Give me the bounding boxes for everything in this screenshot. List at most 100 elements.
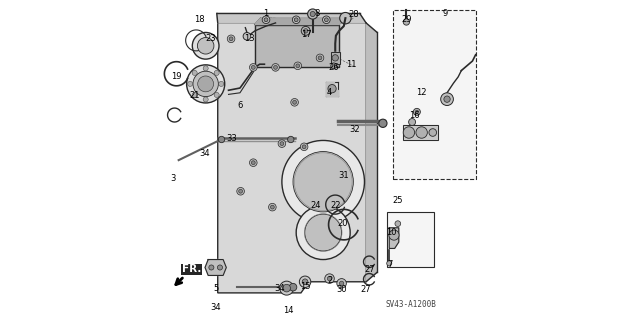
Text: FR.: FR.	[182, 264, 202, 274]
Circle shape	[429, 129, 436, 136]
Circle shape	[416, 127, 428, 138]
Text: 13: 13	[244, 34, 255, 43]
Bar	[403, 124, 438, 140]
Bar	[393, 10, 476, 179]
Polygon shape	[331, 52, 340, 64]
Circle shape	[187, 65, 225, 103]
Circle shape	[308, 9, 318, 19]
Circle shape	[387, 261, 392, 266]
Polygon shape	[255, 25, 339, 67]
Text: 7: 7	[387, 260, 392, 269]
Circle shape	[278, 140, 285, 147]
Circle shape	[188, 81, 193, 86]
Circle shape	[198, 76, 214, 92]
Text: 8: 8	[314, 9, 319, 18]
Text: 24: 24	[310, 201, 321, 210]
Circle shape	[262, 16, 270, 24]
Circle shape	[324, 274, 334, 283]
Bar	[255, 25, 339, 67]
Circle shape	[193, 33, 219, 59]
Text: 27: 27	[365, 264, 375, 274]
Text: 18: 18	[194, 15, 205, 24]
Circle shape	[289, 283, 297, 291]
Text: 16: 16	[410, 111, 420, 120]
Circle shape	[337, 278, 346, 288]
Text: 28: 28	[348, 11, 358, 19]
Circle shape	[203, 66, 208, 71]
Polygon shape	[403, 124, 438, 140]
Circle shape	[300, 276, 311, 287]
Circle shape	[250, 63, 257, 71]
Circle shape	[280, 142, 284, 145]
Circle shape	[243, 33, 251, 40]
Circle shape	[302, 145, 306, 149]
Circle shape	[239, 189, 243, 193]
Circle shape	[332, 55, 339, 61]
Text: 15: 15	[300, 282, 310, 291]
Text: 20: 20	[338, 219, 348, 227]
Text: 9: 9	[443, 9, 448, 18]
Text: 12: 12	[417, 88, 427, 97]
Text: 5: 5	[214, 284, 219, 293]
Text: 21: 21	[189, 92, 200, 100]
Text: 22: 22	[331, 201, 341, 210]
Circle shape	[264, 18, 268, 22]
Circle shape	[292, 100, 296, 104]
Text: 25: 25	[392, 196, 403, 205]
Circle shape	[218, 265, 223, 270]
Circle shape	[219, 81, 224, 86]
Circle shape	[252, 161, 255, 165]
Circle shape	[441, 93, 453, 106]
Circle shape	[229, 37, 233, 41]
Text: 10: 10	[386, 228, 397, 237]
Circle shape	[305, 214, 342, 251]
Text: 29: 29	[401, 15, 412, 24]
Circle shape	[296, 205, 350, 260]
Circle shape	[287, 136, 294, 143]
Polygon shape	[389, 228, 399, 249]
Text: 31: 31	[338, 171, 349, 180]
Circle shape	[294, 62, 301, 70]
Text: SV43-A1200B: SV43-A1200B	[385, 300, 436, 309]
Circle shape	[300, 143, 308, 151]
Circle shape	[324, 18, 328, 22]
Circle shape	[294, 18, 298, 22]
Text: 34: 34	[210, 303, 221, 312]
Circle shape	[323, 16, 330, 24]
Polygon shape	[217, 13, 366, 23]
Circle shape	[340, 12, 351, 24]
Circle shape	[214, 93, 220, 97]
Text: 32: 32	[349, 125, 360, 134]
Circle shape	[280, 281, 294, 295]
Text: FR.: FR.	[182, 264, 202, 274]
Circle shape	[293, 152, 353, 212]
Circle shape	[271, 205, 275, 209]
Polygon shape	[366, 23, 377, 282]
Text: 34: 34	[275, 284, 285, 293]
Circle shape	[303, 29, 308, 33]
Text: 11: 11	[346, 60, 357, 69]
Text: 3: 3	[171, 174, 176, 183]
Circle shape	[192, 70, 197, 76]
Circle shape	[269, 203, 276, 211]
Circle shape	[389, 230, 399, 240]
Circle shape	[339, 281, 344, 286]
Text: 6: 6	[237, 101, 243, 110]
Text: 27: 27	[360, 285, 371, 294]
Circle shape	[274, 65, 278, 69]
Circle shape	[331, 63, 337, 69]
Circle shape	[403, 19, 410, 25]
Circle shape	[310, 11, 316, 17]
Text: 14: 14	[283, 306, 294, 315]
Circle shape	[328, 85, 336, 93]
Polygon shape	[326, 82, 339, 96]
Text: 33: 33	[227, 134, 237, 143]
Bar	[387, 212, 435, 268]
Polygon shape	[205, 260, 227, 275]
Text: 2: 2	[327, 276, 332, 285]
Circle shape	[252, 65, 255, 69]
Circle shape	[395, 221, 401, 226]
Circle shape	[301, 26, 310, 35]
Circle shape	[282, 140, 364, 223]
Circle shape	[291, 99, 298, 106]
